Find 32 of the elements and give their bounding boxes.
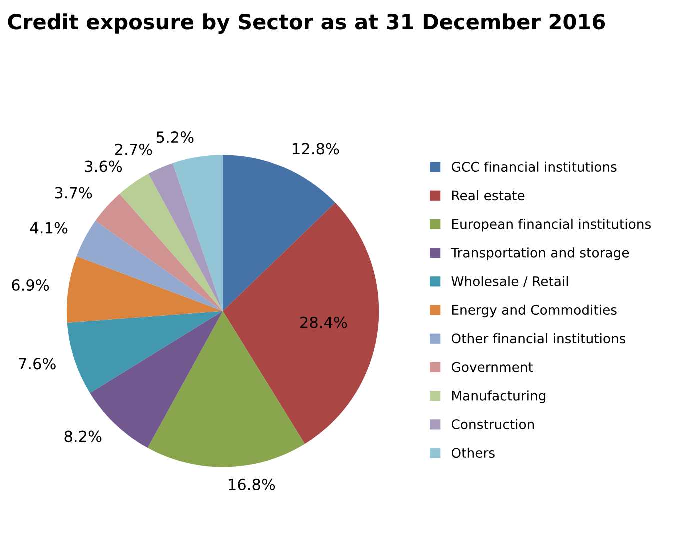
data-label: 7.6% <box>19 358 56 370</box>
data-label: 8.2% <box>64 430 102 442</box>
legend-label: Government <box>452 362 534 372</box>
pie-slice <box>76 221 224 312</box>
pie-slice <box>223 202 380 444</box>
legend-label: Others <box>452 448 495 458</box>
legend-label: Wholesale / Retail <box>452 276 568 288</box>
legend-label: Manufacturing <box>452 390 546 404</box>
data-label: 4.1% <box>30 222 68 234</box>
legend-label: Construction <box>452 419 534 430</box>
chart-title: Credit exposure by Sector as at 31 December 2016 <box>8 14 606 34</box>
data-label: 5.2% <box>156 132 194 144</box>
pie-slice <box>67 311 224 394</box>
data-label: 3.7% <box>55 187 92 199</box>
data-label: 12.8% <box>293 143 340 155</box>
pie-slice <box>96 194 224 312</box>
legend-label: Real estate <box>452 190 525 201</box>
data-label: 16.8% <box>229 478 276 490</box>
legend-label: European financial institutions <box>452 219 651 232</box>
data-label: 6.9% <box>12 279 50 292</box>
pie-slice <box>120 174 224 312</box>
pie-slice <box>172 155 224 312</box>
legend-label: Energy and Commodities <box>452 304 617 318</box>
legend-label: GCC financial institutions <box>452 162 617 172</box>
legend-label: Other financial institutions <box>452 333 626 344</box>
data-label: 3.6% <box>85 160 122 172</box>
data-label: 28.4% <box>300 316 348 328</box>
pie-slice <box>223 155 336 312</box>
pie-slice <box>148 163 224 312</box>
pie-slice <box>66 256 224 323</box>
legend-label: Transportation and storage <box>451 248 630 260</box>
data-label: 2.7% <box>115 144 152 156</box>
